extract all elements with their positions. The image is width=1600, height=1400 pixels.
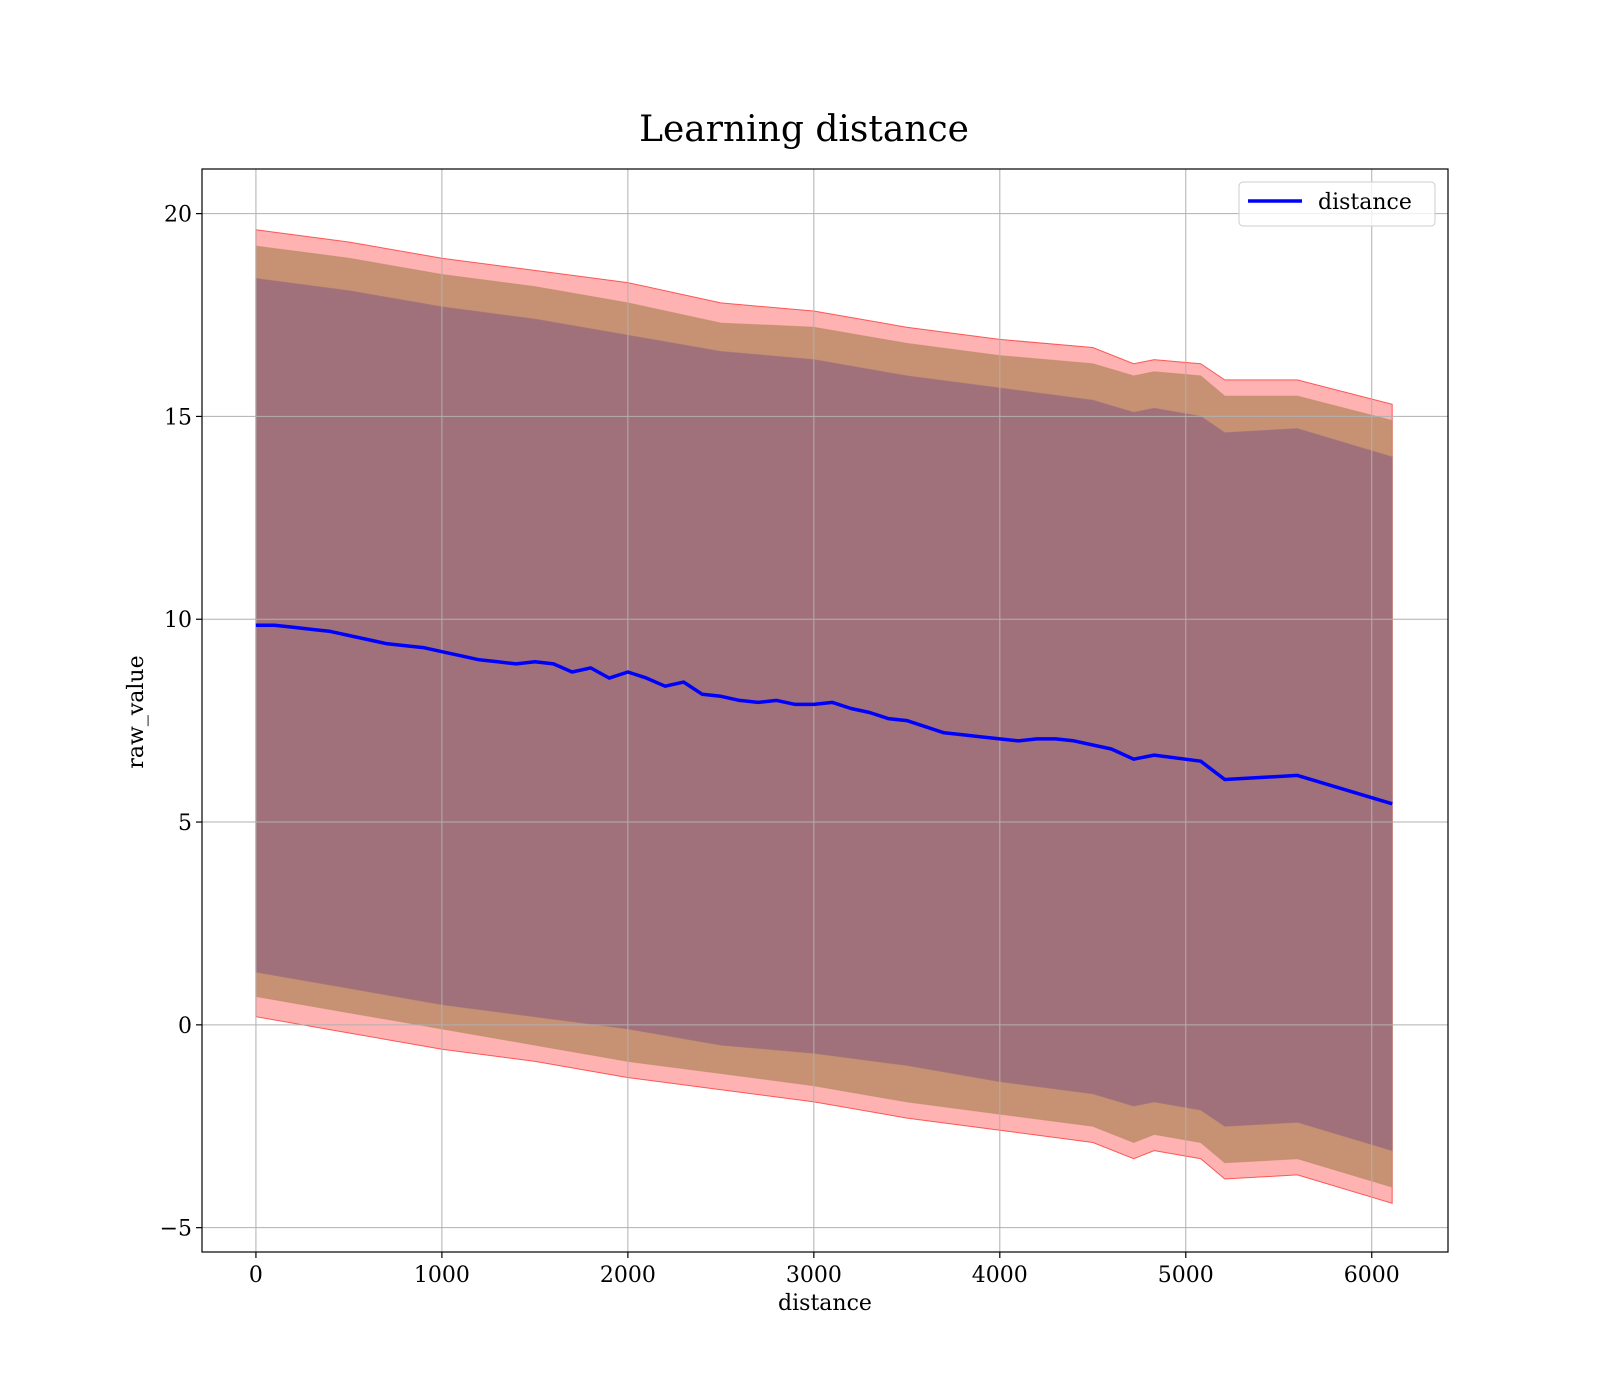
y-tick-label--5: −5 <box>160 1217 192 1242</box>
y-tick-label-10: 10 <box>164 608 192 633</box>
series-lines <box>255 623 1393 806</box>
legend-label: distance <box>1318 190 1412 215</box>
legend-box <box>1238 181 1436 227</box>
x-tick-label-3000: 3000 <box>786 1263 842 1288</box>
y-tick-label-15: 15 <box>164 405 192 430</box>
x-tick-label-5000: 5000 <box>1158 1263 1214 1288</box>
y-tick-label-0: 0 <box>178 1014 192 1039</box>
y-tick-label-20: 20 <box>164 203 192 228</box>
x-tick-label-2000: 2000 <box>600 1263 656 1288</box>
x-tick-label-6000: 6000 <box>1344 1263 1400 1288</box>
grid-lines <box>202 169 1448 1252</box>
y-tick-label-5: 5 <box>178 811 192 836</box>
band-3 <box>255 277 1393 1152</box>
confidence-bands <box>255 229 1393 1204</box>
x-tick-label-4000: 4000 <box>972 1263 1028 1288</box>
legend: distance <box>1238 181 1436 227</box>
x-axis-title: distance <box>778 1291 872 1316</box>
y-axis-title: raw_value <box>124 655 149 768</box>
x-tick-label-1000: 1000 <box>414 1263 470 1288</box>
plot-frame <box>201 168 1449 1253</box>
axis-ticks: 0 1000 2000 3000 4000 5000 6000 −5 0 5 10 15 20 <box>160 203 1400 1288</box>
x-tick-label-0: 0 <box>249 1263 263 1288</box>
chart-title: Learning distance <box>639 109 969 150</box>
series-line-distance <box>255 623 1393 806</box>
